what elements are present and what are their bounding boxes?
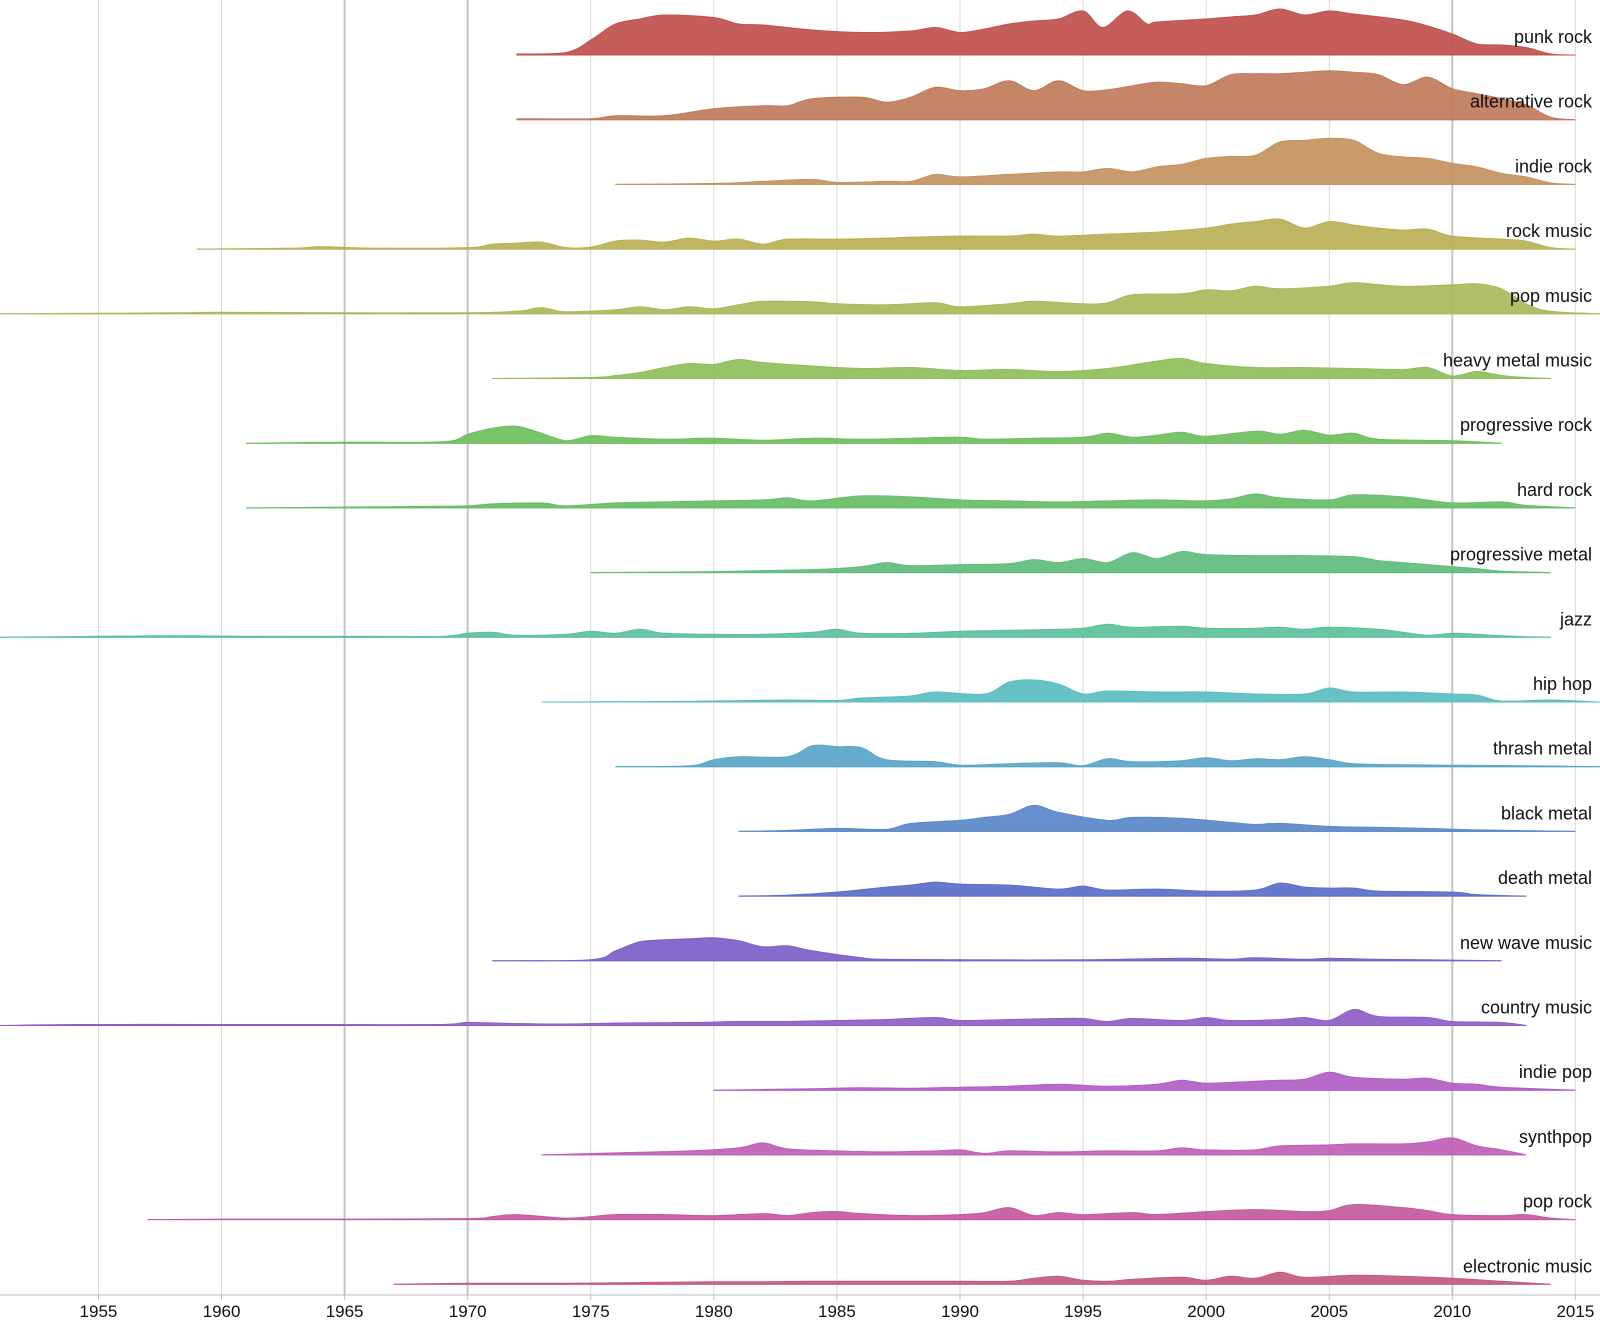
series-label-electronic-music: electronic music <box>1463 1256 1592 1276</box>
series-label-rock-music: rock music <box>1506 221 1592 241</box>
x-tick-label-2015: 2015 <box>1556 1302 1594 1321</box>
grid <box>97 0 1576 1295</box>
series-label-progressive-rock: progressive rock <box>1460 415 1593 435</box>
area-heavy-metal-music <box>492 357 1551 379</box>
area-country-music <box>0 1008 1527 1026</box>
ridge-synthpop <box>541 1137 1527 1156</box>
area-hip-hop <box>541 679 1600 703</box>
x-tick-label-1960: 1960 <box>203 1302 241 1321</box>
series-label-hard-rock: hard rock <box>1517 480 1593 500</box>
area-indie-pop <box>713 1071 1576 1091</box>
area-black-metal <box>738 804 1576 832</box>
area-rock-music <box>196 218 1576 250</box>
x-tick-label-1955: 1955 <box>80 1302 118 1321</box>
ridge-hard-rock <box>246 493 1576 509</box>
series-label-pop-music: pop music <box>1510 286 1592 306</box>
area-pop-rock <box>147 1204 1576 1221</box>
series-label-thrash-metal: thrash metal <box>1493 739 1592 759</box>
area-pop-music <box>0 282 1600 315</box>
ridge-thrash-metal <box>615 744 1600 768</box>
ridge-alternative-rock <box>516 70 1576 121</box>
series-label-synthpop: synthpop <box>1519 1127 1592 1147</box>
area-hard-rock <box>246 493 1576 509</box>
area-progressive-metal <box>590 550 1551 574</box>
area-electronic-music <box>393 1271 1551 1285</box>
genre-labels: punk rock alternative rock indie rock rock … <box>1443 27 1593 1276</box>
x-axis: 1955 1960 1965 1970 1975 1980 1985 1990 1995 2000… <box>0 1294 1600 1321</box>
series-label-heavy-metal-music: heavy metal music <box>1443 351 1592 371</box>
ridge-electronic-music <box>393 1271 1551 1285</box>
series-label-indie-pop: indie pop <box>1519 1062 1592 1082</box>
ridge-new-wave-music <box>492 937 1502 962</box>
area-indie-rock <box>615 137 1576 185</box>
area-synthpop <box>541 1137 1527 1156</box>
series-label-new-wave-music: new wave music <box>1460 933 1592 953</box>
area-punk-rock <box>516 8 1576 56</box>
series-label-alternative-rock: alternative rock <box>1470 92 1593 112</box>
x-tick-label-1975: 1975 <box>572 1302 610 1321</box>
x-tick-label-1965: 1965 <box>326 1302 364 1321</box>
area-progressive-rock <box>246 425 1502 444</box>
x-tick-label-2005: 2005 <box>1310 1302 1348 1321</box>
series-label-pop-rock: pop rock <box>1523 1192 1593 1212</box>
ridge-hip-hop <box>541 679 1600 703</box>
x-tick-label-1985: 1985 <box>818 1302 856 1321</box>
ridge-pop-music <box>0 282 1600 315</box>
series-label-punk-rock: punk rock <box>1514 27 1593 47</box>
x-tick-label-1995: 1995 <box>1064 1302 1102 1321</box>
series-label-jazz: jazz <box>1559 609 1592 629</box>
series-label-indie-rock: indie rock <box>1515 156 1593 176</box>
area-thrash-metal <box>615 744 1600 768</box>
ridge-country-music <box>0 1008 1527 1026</box>
series-label-country-music: country music <box>1481 998 1592 1018</box>
ridge-jazz <box>0 623 1551 638</box>
ridge-indie-pop <box>713 1071 1576 1091</box>
x-tick-label-1990: 1990 <box>941 1302 979 1321</box>
series-label-progressive-metal: progressive metal <box>1450 545 1592 565</box>
ridge-progressive-rock <box>246 425 1502 444</box>
ridge-rock-music <box>196 218 1576 250</box>
area-jazz <box>0 623 1551 638</box>
area-new-wave-music <box>492 937 1502 962</box>
ridge-heavy-metal-music <box>492 357 1551 379</box>
x-tick-label-2010: 2010 <box>1433 1302 1471 1321</box>
series-label-black-metal: black metal <box>1501 803 1592 823</box>
ridge-pop-rock <box>147 1204 1576 1221</box>
x-tick-label-1980: 1980 <box>695 1302 733 1321</box>
x-tick-label-1970: 1970 <box>449 1302 487 1321</box>
series-label-hip-hop: hip hop <box>1533 674 1592 694</box>
area-death-metal <box>738 881 1527 897</box>
series-label-death-metal: death metal <box>1498 868 1592 888</box>
ridge-death-metal <box>738 881 1527 897</box>
ridge-progressive-metal <box>590 550 1551 574</box>
ridge-black-metal <box>738 804 1576 832</box>
ridge-punk-rock <box>516 8 1576 56</box>
x-tick-label-2000: 2000 <box>1187 1302 1225 1321</box>
series-group <box>0 8 1600 1285</box>
area-alternative-rock <box>516 70 1576 121</box>
ridge-indie-rock <box>615 137 1576 185</box>
